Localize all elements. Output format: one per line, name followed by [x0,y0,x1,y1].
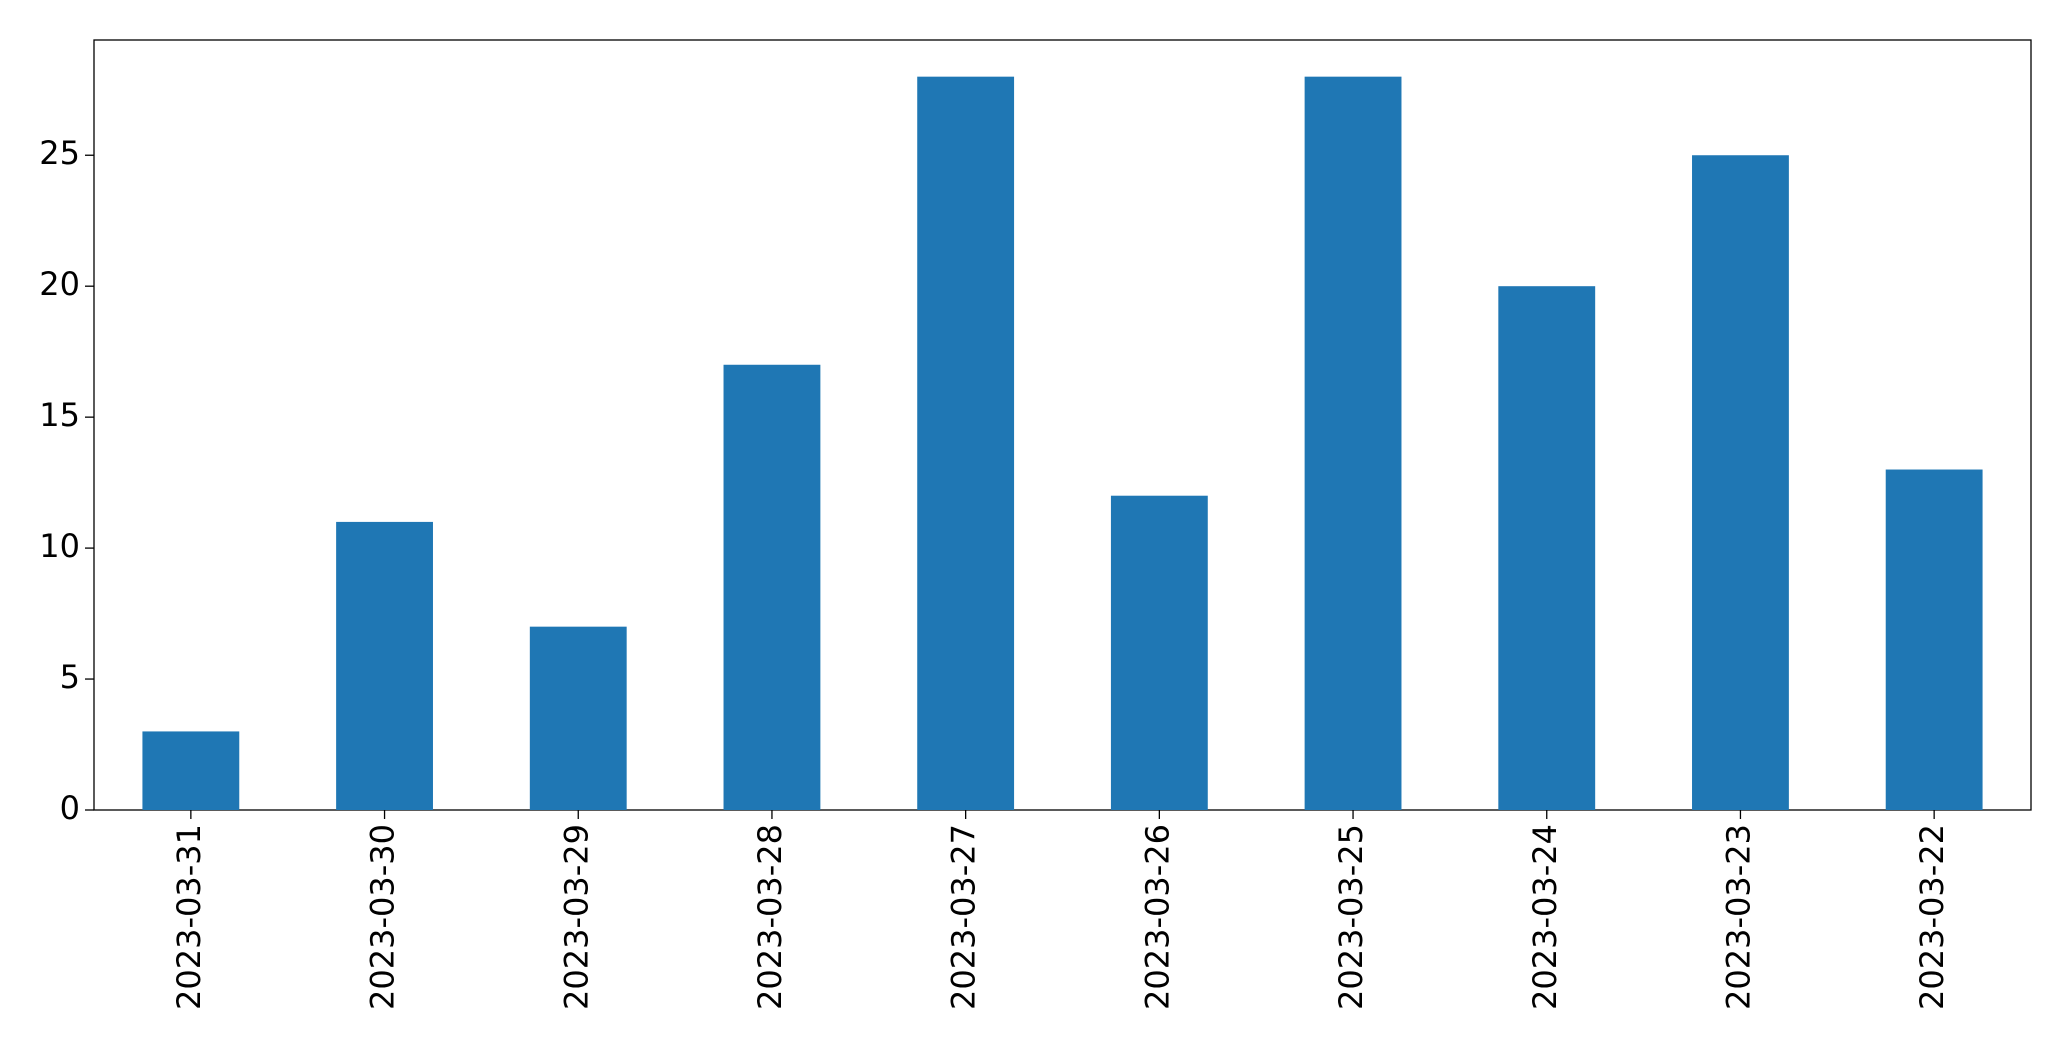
y-tick-label: 20 [39,265,80,303]
bar [529,626,627,810]
plot-frame [93,39,2032,811]
x-tick-label: 2023-03-23 [1719,824,1757,1010]
y-tick-label: 5 [60,658,80,696]
x-tick-label: 2023-03-25 [1332,824,1370,1010]
bar [1885,469,1983,810]
x-tick-label: 2023-03-28 [751,824,789,1010]
bar [142,731,240,810]
bar [1304,76,1402,810]
x-tick-label: 2023-03-31 [170,824,208,1010]
bar [723,364,821,810]
y-tick-label: 25 [39,134,80,172]
y-tick-label: 15 [39,396,80,434]
bar [1498,286,1596,810]
x-tick-label: 2023-03-30 [364,824,402,1010]
x-tick-label: 2023-03-27 [945,824,983,1010]
bar [1692,155,1789,810]
bar [336,521,433,810]
x-tick-label: 2023-03-22 [1913,824,1951,1010]
y-tick-label: 10 [39,527,80,565]
x-tick-label: 2023-03-24 [1526,824,1564,1010]
x-tick-label: 2023-03-26 [1138,824,1176,1010]
y-tick-label: 0 [60,789,80,827]
x-tick-label: 2023-03-29 [557,824,595,1010]
bar [1110,495,1208,810]
bar [917,76,1015,810]
